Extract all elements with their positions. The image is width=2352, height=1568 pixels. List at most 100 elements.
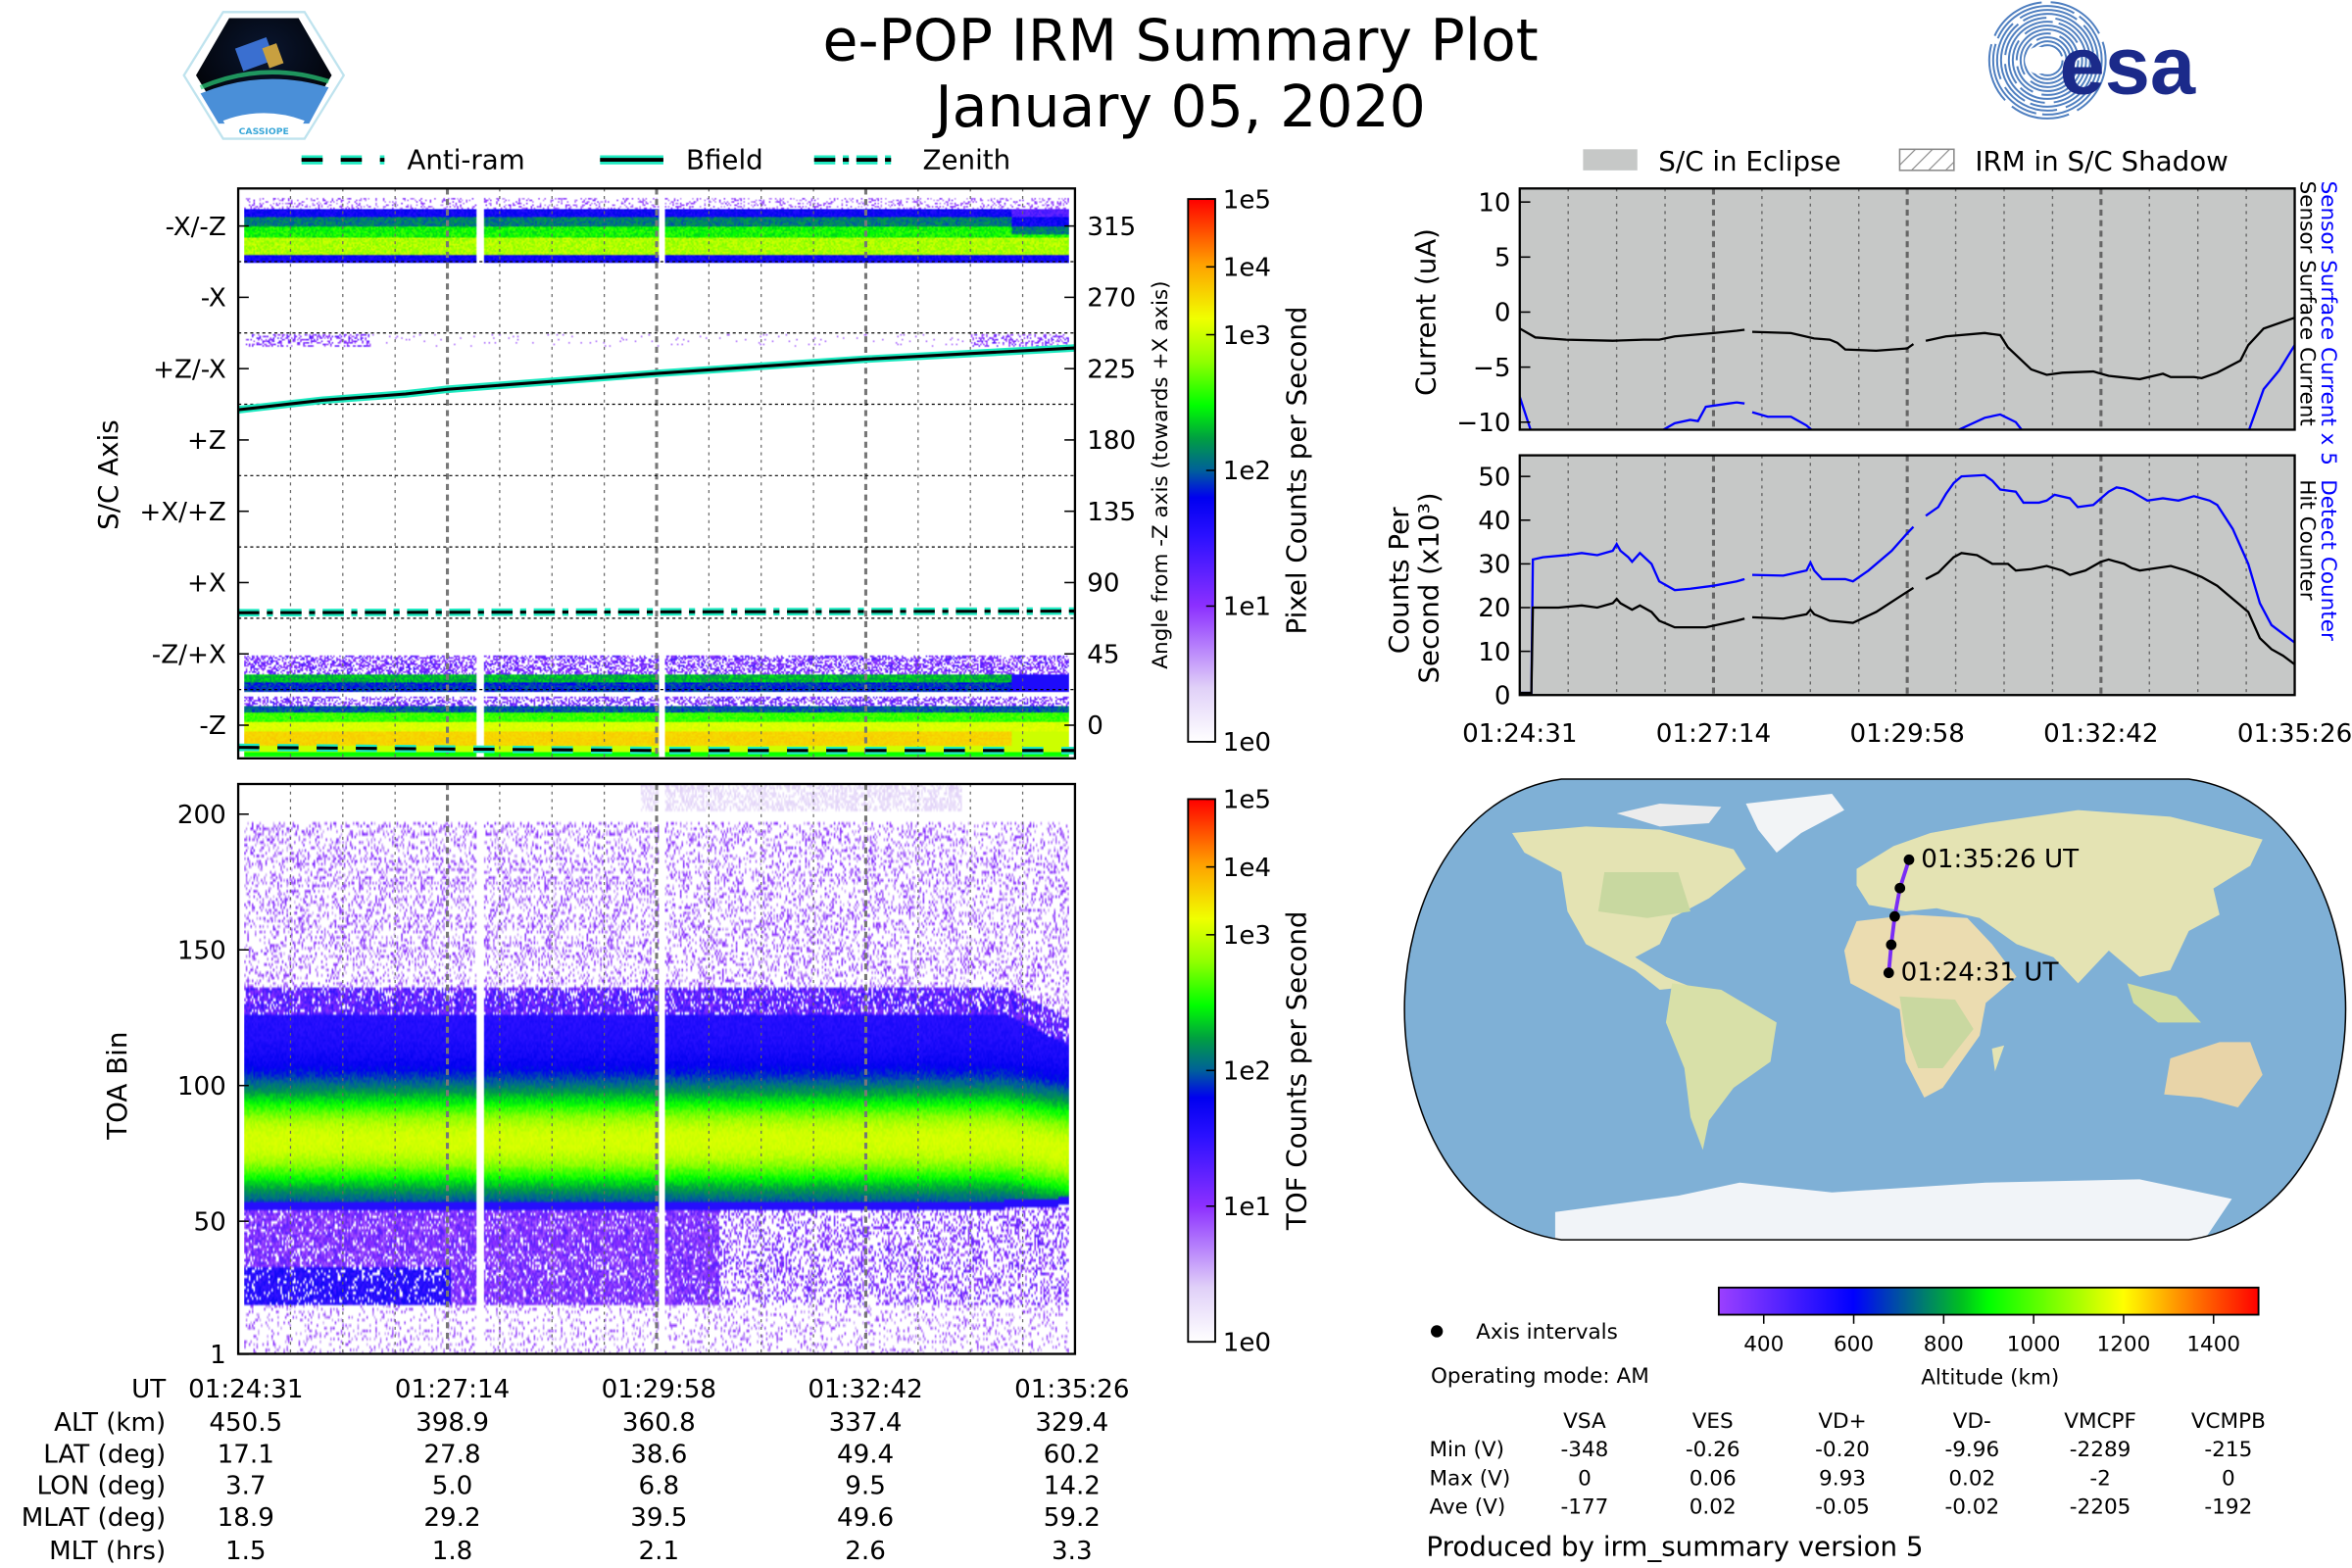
legend-anti-ram-label: Anti-ram xyxy=(407,143,524,175)
ephemeris-cell: 59.2 xyxy=(1044,1503,1101,1533)
sc-axis-tick-label: -Z xyxy=(199,711,225,741)
voltage-cell: -192 xyxy=(2204,1495,2252,1520)
ephemeris-cell: 01:35:26 xyxy=(1014,1375,1129,1404)
colorbar-tick-label: 1e4 xyxy=(1223,854,1271,883)
angle-tick-label: 225 xyxy=(1087,355,1136,384)
zenith-line xyxy=(238,610,1075,614)
track-interval-marker xyxy=(1889,910,1900,922)
esa-ring-icon xyxy=(2003,17,2091,104)
voltage-header: VD+ xyxy=(1818,1409,1866,1434)
voltage-cell: -0.02 xyxy=(1944,1495,1999,1520)
pixel-plot-legend: Anti-ram Bfield Zenith xyxy=(301,143,1010,175)
ephemeris-cell: 18.9 xyxy=(218,1503,274,1533)
angle-tick-label: 315 xyxy=(1087,213,1136,242)
ephemeris-cell: 01:29:58 xyxy=(602,1375,716,1404)
ephemeris-cell: 01:24:31 xyxy=(188,1375,303,1404)
ephemeris-row-label: LAT (deg) xyxy=(43,1440,166,1469)
bfield-line xyxy=(238,346,1075,412)
altitude-colorbar xyxy=(1717,1286,2260,1316)
voltage-row-label: Min (V) xyxy=(1429,1438,1504,1462)
colorbar-tick-label: 1e3 xyxy=(1223,321,1271,351)
colorbar-tick-label: 1e1 xyxy=(1223,593,1271,622)
current-plot: 10 5 0 −5 −10 Current (uA) Sensor Surface Cu… xyxy=(1410,181,2341,466)
track-start-label: 01:24:31 UT xyxy=(1901,957,2060,987)
ephemeris-cell: 2.1 xyxy=(639,1537,680,1566)
voltage-cell: 0 xyxy=(1578,1466,1592,1491)
current-plot-ylabel: Current (uA) xyxy=(1410,228,1443,396)
colorbar-tick-label: 1e1 xyxy=(1223,1193,1271,1222)
esa-ring-icon xyxy=(1995,9,2099,112)
counts-tick-label: 0 xyxy=(1494,681,1511,710)
pixel-plot-y2label: Angle from -Z axis (towards +X axis) xyxy=(1149,280,1173,668)
ephemeris-cell: 360.8 xyxy=(622,1408,696,1438)
voltage-row-label: Max (V) xyxy=(1429,1466,1510,1491)
ephemeris-cell: 29.2 xyxy=(423,1503,480,1533)
ephemeris-cell: 1.5 xyxy=(225,1537,267,1566)
colorbar-tick-label: 1e5 xyxy=(1223,185,1271,215)
esa-logo-text: esa xyxy=(2060,20,2196,111)
counts-plot: 50 40 30 20 10 0 Counts Per Second (x10³) Det… xyxy=(1383,454,2340,710)
map-landmasses xyxy=(1511,794,2263,1241)
current-tick-label: −10 xyxy=(1456,409,1510,438)
current-tick-label: −5 xyxy=(1473,354,1511,383)
angle-tick-label: 270 xyxy=(1087,284,1136,314)
axis-intervals-marker-icon xyxy=(1431,1325,1444,1338)
ephemeris-row-label: LON (deg) xyxy=(36,1472,166,1501)
ephemeris-cell: 60.2 xyxy=(1044,1440,1101,1469)
esa-ring-icon xyxy=(2007,21,2087,100)
sc-axis-tick-label: +Z xyxy=(187,426,226,456)
ephemeris-cell: 450.5 xyxy=(209,1408,282,1438)
altitude-tick-label: 1000 xyxy=(2007,1332,2061,1356)
sensor-surface-current-series xyxy=(1519,317,2295,381)
voltage-cell: -215 xyxy=(2204,1438,2252,1462)
voltage-cell: -2205 xyxy=(2070,1495,2132,1520)
voltage-cell: 0.06 xyxy=(1690,1466,1737,1491)
toa-tick-label: 150 xyxy=(177,936,226,965)
voltage-header: VD- xyxy=(1953,1409,1991,1434)
esa-ring-icon xyxy=(2019,32,2076,88)
voltage-table: VSA VES VD+ VD- VMCPF VCMPB Min (V) -348 -0.26 -0… xyxy=(1429,1409,2265,1520)
ephemeris-row-label: UT xyxy=(131,1375,167,1404)
colorbar-tick-label: 1e2 xyxy=(1223,1057,1271,1087)
ephemeris-cell: 329.4 xyxy=(1035,1408,1108,1438)
ephemeris-cell: 27.8 xyxy=(423,1440,480,1469)
counts-plot-ylabel-line2: Second (x10³) xyxy=(1413,492,1446,683)
toa-tick-label: 100 xyxy=(177,1072,226,1102)
angle-tick-label: 0 xyxy=(1087,711,1103,741)
legend-eclipse-label: S/C in Eclipse xyxy=(1658,145,1840,177)
angle-tick-label: 45 xyxy=(1087,640,1119,669)
ephemeris-cell: 1.8 xyxy=(432,1537,473,1566)
ephemeris-cell: 39.5 xyxy=(630,1503,687,1533)
colorbar-tick-label: 1e4 xyxy=(1223,254,1271,283)
current-tick-label: 0 xyxy=(1494,299,1511,328)
page-title: e-POP IRM Summary Plot xyxy=(822,8,1538,74)
voltage-cell: -9.96 xyxy=(1944,1438,1999,1462)
sc-axis-tick-label: +X/+Z xyxy=(139,498,225,527)
ephemeris-cell: 9.5 xyxy=(845,1472,886,1501)
ephemeris-cell: 14.2 xyxy=(1044,1472,1101,1501)
voltage-cell: -0.20 xyxy=(1815,1438,1870,1462)
esa-ring-icon xyxy=(1999,13,2095,108)
altitude-tick-label: 800 xyxy=(1924,1332,1964,1356)
legend-shadow-label: IRM in S/C Shadow xyxy=(1975,145,2228,177)
ephemeris-row-label: MLAT (deg) xyxy=(22,1503,167,1533)
altitude-tick-label: 1400 xyxy=(2186,1332,2240,1356)
tof-plot-ylabel: TOA Bin xyxy=(101,1032,133,1141)
esa-ring-icon xyxy=(2023,36,2072,84)
current-tick-label: 10 xyxy=(1478,188,1510,218)
colorbar-tick-label: 1e2 xyxy=(1223,457,1271,486)
voltage-header: VSA xyxy=(1563,1409,1606,1434)
ephemeris-cell: 337.4 xyxy=(829,1408,903,1438)
altitude-tick-label: 400 xyxy=(1743,1332,1784,1356)
esa-ring-icon xyxy=(2011,24,2083,96)
time-tick-label: 01:24:31 xyxy=(1462,719,1577,749)
sc-axis-tick-label: -Z/+X xyxy=(152,640,226,669)
voltage-cell: -0.05 xyxy=(1815,1495,1870,1520)
counts-tick-label: 30 xyxy=(1478,551,1510,580)
ephemeris-row-label: ALT (km) xyxy=(54,1408,166,1438)
tof-colorbar-label: TOF Counts per Second xyxy=(1280,911,1312,1232)
track-end-label: 01:35:26 UT xyxy=(1921,845,2080,874)
time-tick-label: 01:27:14 xyxy=(1656,719,1771,749)
counts-tick-label: 50 xyxy=(1478,463,1510,492)
